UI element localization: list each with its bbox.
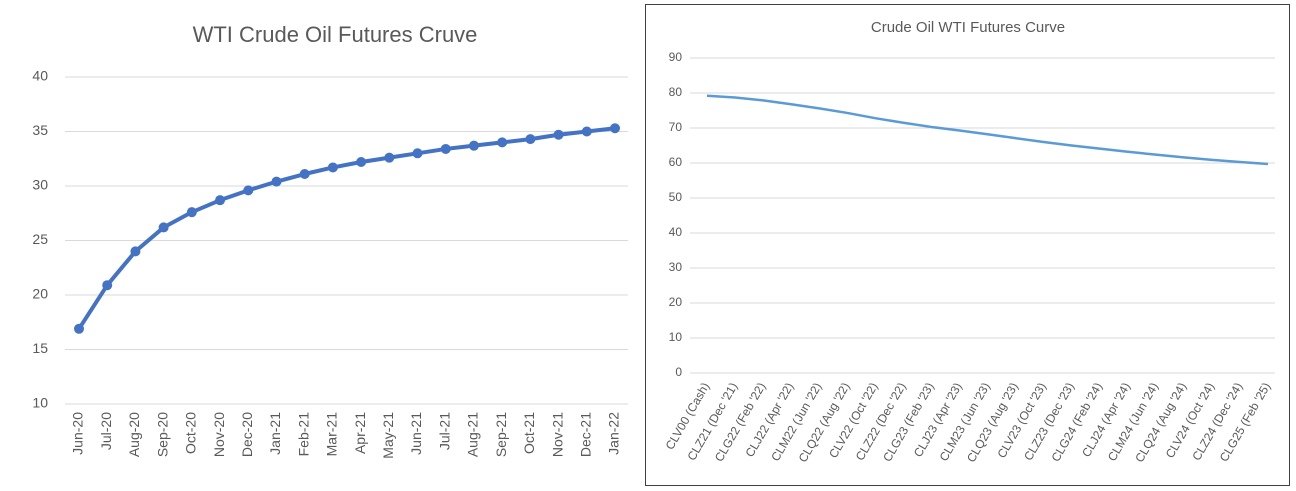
data-point bbox=[186, 207, 197, 218]
data-point bbox=[327, 162, 338, 173]
data-point bbox=[581, 126, 592, 137]
x-tick-label: Feb-21 bbox=[295, 412, 311, 457]
y-tick-label: 40 bbox=[32, 68, 48, 84]
chart-frame bbox=[645, 4, 1290, 486]
x-tick-label: Mar-21 bbox=[324, 412, 340, 457]
data-point bbox=[553, 129, 564, 140]
data-point bbox=[271, 176, 282, 187]
data-point bbox=[102, 280, 113, 291]
x-tick-label: Dec-20 bbox=[239, 412, 255, 457]
x-tick-label: Dec-21 bbox=[577, 412, 593, 457]
x-tick-label: Oct-20 bbox=[183, 412, 199, 454]
data-point bbox=[130, 246, 141, 257]
x-tick-label: Apr-21 bbox=[352, 412, 368, 454]
x-tick-label: Nov-21 bbox=[549, 412, 565, 457]
data-point bbox=[356, 157, 367, 168]
chart-title: Crude Oil WTI Futures Curve bbox=[871, 19, 1065, 36]
x-tick-label: Oct-21 bbox=[521, 412, 537, 454]
data-point bbox=[384, 152, 395, 163]
data-point bbox=[215, 195, 226, 206]
y-tick-label: 90 bbox=[669, 50, 683, 64]
x-tick-label: Jan-21 bbox=[267, 412, 283, 455]
y-tick-label: 80 bbox=[669, 85, 683, 99]
x-tick-label: Jan-22 bbox=[606, 412, 622, 455]
y-tick-label: 40 bbox=[669, 225, 683, 239]
data-point bbox=[243, 185, 254, 196]
y-tick-label: 30 bbox=[32, 177, 48, 193]
data-point bbox=[412, 148, 423, 159]
x-tick-label: Nov-20 bbox=[211, 412, 227, 457]
y-tick-label: 10 bbox=[32, 395, 48, 411]
x-tick-label: May-21 bbox=[380, 412, 396, 459]
y-tick-label: 0 bbox=[675, 365, 682, 379]
y-tick-label: 50 bbox=[669, 190, 683, 204]
y-tick-label: 30 bbox=[669, 260, 683, 274]
x-tick-label: Jun-20 bbox=[70, 412, 86, 455]
y-tick-label: 70 bbox=[669, 120, 683, 134]
x-tick-label: Sep-21 bbox=[493, 412, 509, 457]
y-tick-label: 15 bbox=[32, 340, 48, 356]
data-point bbox=[610, 123, 620, 134]
data-point bbox=[497, 137, 508, 148]
data-point bbox=[158, 222, 169, 233]
y-tick-label: 35 bbox=[32, 122, 48, 138]
y-tick-label: 20 bbox=[32, 286, 48, 302]
x-tick-label: Jul-20 bbox=[98, 412, 114, 450]
chart-title: WTI Crude Oil Futures Cruve bbox=[193, 22, 478, 47]
data-line bbox=[706, 94, 1269, 166]
x-tick-label: Aug-20 bbox=[126, 412, 142, 457]
y-tick-label: 10 bbox=[669, 330, 683, 344]
y-tick-label: 25 bbox=[32, 231, 48, 247]
y-tick-label: 60 bbox=[669, 155, 683, 169]
x-tick-label: Jul-21 bbox=[436, 412, 452, 450]
data-point bbox=[440, 143, 451, 154]
x-tick-label: Aug-21 bbox=[465, 412, 481, 457]
data-point bbox=[299, 169, 310, 180]
data-point bbox=[74, 323, 84, 334]
x-tick-label: Jun-21 bbox=[408, 412, 424, 455]
data-point bbox=[525, 134, 536, 145]
x-tick-label: Sep-20 bbox=[154, 412, 170, 457]
y-tick-label: 20 bbox=[669, 295, 683, 309]
data-point bbox=[468, 140, 479, 151]
